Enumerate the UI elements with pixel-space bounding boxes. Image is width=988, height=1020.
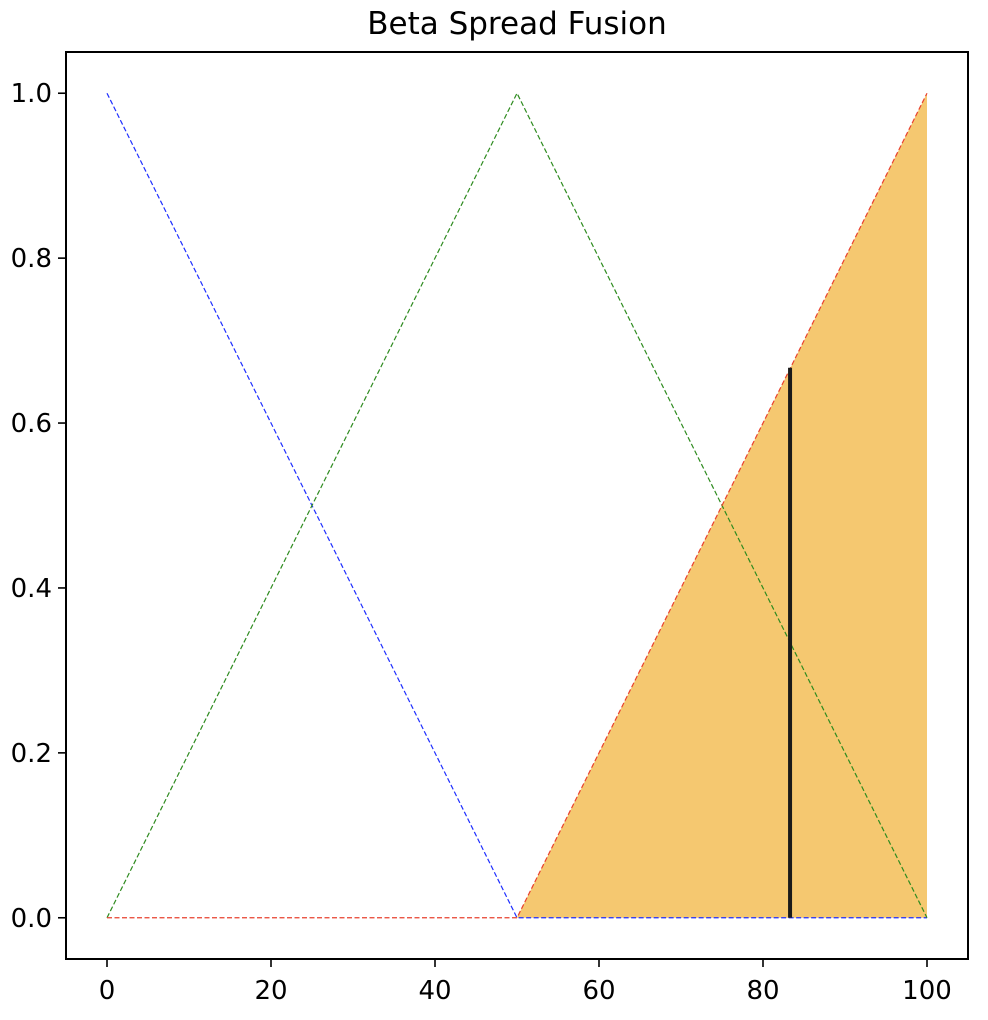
y-tick-label: 0.8 <box>11 244 52 274</box>
chart-title: Beta Spread Fusion <box>367 6 667 42</box>
x-tick-label: 60 <box>582 976 615 1006</box>
y-tick-label: 0.2 <box>11 739 52 769</box>
x-tick-label: 80 <box>746 976 779 1006</box>
data-layer <box>106 91 928 919</box>
x-tick-label: 100 <box>902 976 952 1006</box>
y-tick-label: 0.0 <box>11 904 52 934</box>
x-tick-label: 20 <box>254 976 287 1006</box>
x-tick-label: 0 <box>99 976 116 1006</box>
plot-frame <box>65 51 969 960</box>
axes-layer: 0 20 40 60 80 100 0.0 0.2 0.4 0.6 0.8 1.0 <box>11 51 969 1006</box>
x-tick-label: 40 <box>418 976 451 1006</box>
y-tick-label: 1.0 <box>11 79 52 109</box>
y-tick-label: 0.6 <box>11 409 52 439</box>
y-tick-label: 0.4 <box>11 574 52 604</box>
